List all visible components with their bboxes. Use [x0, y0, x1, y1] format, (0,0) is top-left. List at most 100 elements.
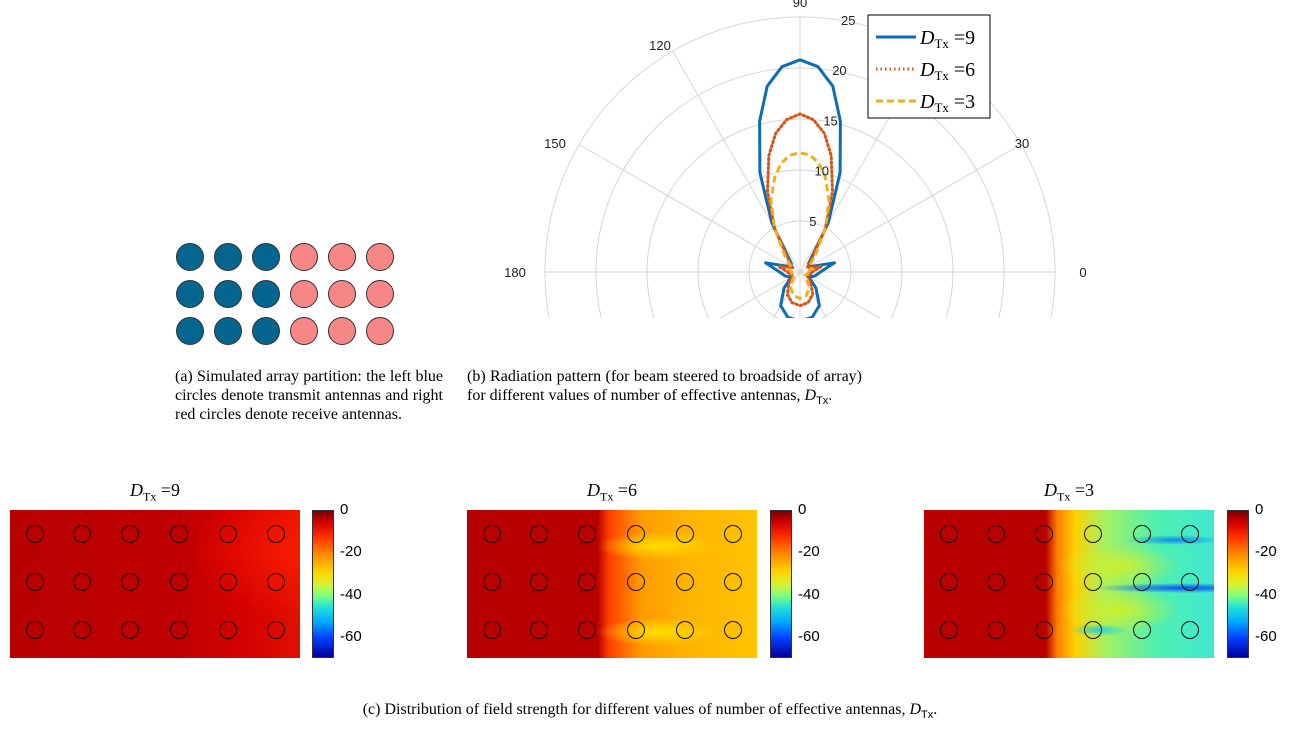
radiation-pattern-chart: 0 30 90 120 150 180 5 10 15 20 25 DTx =9 DTx =6 DTx =…	[504, 0, 1087, 318]
heatmap-antenna-circle	[1035, 573, 1053, 591]
colorbar-2	[770, 510, 792, 658]
heatmap-antenna-circle	[1084, 525, 1102, 543]
heatmap-antenna-circle	[987, 573, 1005, 591]
heatmap-antenna-circle	[578, 621, 596, 639]
transmit-antenna	[176, 280, 204, 308]
polar-radial-label: 15	[823, 113, 837, 128]
heatmap-antenna-circle	[940, 573, 958, 591]
polar-radial-label: 20	[832, 63, 846, 78]
legend-label-1: DTx =9	[919, 27, 975, 51]
heatmap-antenna-circle	[1084, 621, 1102, 639]
heatmap-antenna-circle	[627, 525, 645, 543]
colorbar-ticks-1: 0 -20 -40 -60	[312, 501, 372, 658]
polar-series-3	[769, 151, 831, 300]
heatmap-antenna-circle	[676, 573, 694, 591]
caption-b-suffix: .	[828, 387, 833, 404]
colorbar-ticks-3: 0 -20 -40 -60	[1227, 501, 1287, 658]
heatmap-antenna-circle	[1181, 525, 1199, 543]
colorbar-tick-label: -60	[340, 627, 362, 645]
heatmap-antenna-circle	[170, 525, 188, 543]
heatmap-title-3-eq: =3	[1070, 480, 1094, 500]
heatmap-title-2: DTx =6	[467, 480, 757, 505]
heatmap-title-2-eq: =6	[613, 480, 637, 500]
heatmap-antenna-circle	[170, 573, 188, 591]
caption-a: (a) Simulated array partition: the left …	[175, 367, 443, 424]
colorbar-tick-label: -20	[798, 543, 820, 561]
heatmap-antenna-circle	[1133, 525, 1151, 543]
polar-angle-label: 120	[649, 38, 671, 53]
heatmap-antenna-circle	[26, 525, 44, 543]
heatmap-antenna-circle	[121, 525, 139, 543]
heatmap-antenna-circle	[26, 621, 44, 639]
transmit-antenna	[214, 280, 242, 308]
heatmap-antenna-circle	[267, 573, 285, 591]
heatmap-antenna-circle	[73, 573, 91, 591]
caption-c: (c) Distribution of field strength for d…	[0, 700, 1300, 725]
heatmap-antenna-circle	[26, 573, 44, 591]
heatmap-title-1: DTx =9	[10, 480, 300, 505]
polar-grid-spoke	[578, 144, 801, 273]
receive-antenna	[328, 280, 356, 308]
heatmap-title-3: DTx =3	[924, 480, 1214, 505]
heatmap-antenna-circle	[1181, 573, 1199, 591]
field-strength-heatmap-9	[10, 510, 300, 658]
heatmap-antenna-circle	[676, 525, 694, 543]
caption-b: (b) Radiation pattern (for beam steered …	[467, 367, 862, 411]
polar-angle-label: 0	[1079, 265, 1086, 280]
heatmap-antenna-circle	[940, 621, 958, 639]
polar-grid-spoke	[799, 144, 1022, 273]
heatmap-antenna-circle	[1084, 573, 1102, 591]
receive-antenna	[290, 243, 318, 271]
polar-angle-label: 90	[793, 0, 807, 10]
caption-b-text: (b) Radiation pattern (for beam steered …	[467, 368, 862, 404]
heatmap-antenna-circle	[676, 621, 694, 639]
heatmap-antenna-circle	[1181, 621, 1199, 639]
heatmap-antenna-circle	[627, 621, 645, 639]
heatmap-antenna-circle	[483, 621, 501, 639]
polar-angle-label: 180	[504, 265, 526, 280]
colorbar-tick-label: -20	[340, 543, 362, 561]
heatmap-antenna-circle	[1035, 621, 1053, 639]
polar-angle-label: 30	[1015, 136, 1029, 151]
heatmap-antenna-circle	[121, 573, 139, 591]
heatmap-antenna-circle	[987, 525, 1005, 543]
colorbar-tick-label: -60	[798, 627, 820, 645]
colorbar-1	[312, 510, 334, 658]
heatmap-antenna-circle	[73, 621, 91, 639]
receive-antenna	[366, 243, 394, 271]
polar-plot-area	[544, 16, 1056, 318]
colorbar-tick-label: 0	[798, 501, 807, 518]
heatmap-antenna-circle	[73, 525, 91, 543]
heatmap-antenna-circle	[483, 573, 501, 591]
heatmap-antenna-circle	[627, 573, 645, 591]
colorbar-tick-label: -40	[798, 585, 820, 603]
heatmap-antenna-circle	[530, 621, 548, 639]
colorbar-3	[1227, 510, 1249, 658]
receive-antenna	[328, 243, 356, 271]
receive-antenna	[366, 280, 394, 308]
heatmap-antenna-circle	[530, 525, 548, 543]
polar-radial-label: 10	[814, 164, 828, 179]
heatmap-antenna-circle	[219, 573, 237, 591]
polar-grid-spoke	[799, 271, 881, 318]
heatmap-antenna-circle	[940, 525, 958, 543]
colorbar-tick-label: -20	[1255, 543, 1277, 561]
colorbar-tick-label: 0	[1255, 501, 1264, 518]
transmit-antenna	[214, 317, 242, 345]
heatmap-antenna-circle	[578, 525, 596, 543]
polar-radial-label: 5	[809, 214, 816, 229]
heatmap-title-1-eq: =9	[156, 480, 180, 500]
heatmap-antenna-circle	[1035, 525, 1053, 543]
heatmap-antenna-circle	[987, 621, 1005, 639]
heatmap-antenna-circle	[483, 525, 501, 543]
receive-antenna	[290, 317, 318, 345]
caption-b-var: D	[804, 387, 817, 404]
heatmap-antenna-circle	[1133, 573, 1151, 591]
heatmap-antenna-circle	[724, 621, 742, 639]
heatmap-antenna-circle	[530, 573, 548, 591]
transmit-antenna	[214, 243, 242, 271]
receive-antenna	[290, 280, 318, 308]
colorbar-tick-label: -40	[340, 585, 362, 603]
colorbar-tick-label: -60	[1255, 627, 1277, 645]
caption-b-sub: Tx	[816, 395, 829, 408]
